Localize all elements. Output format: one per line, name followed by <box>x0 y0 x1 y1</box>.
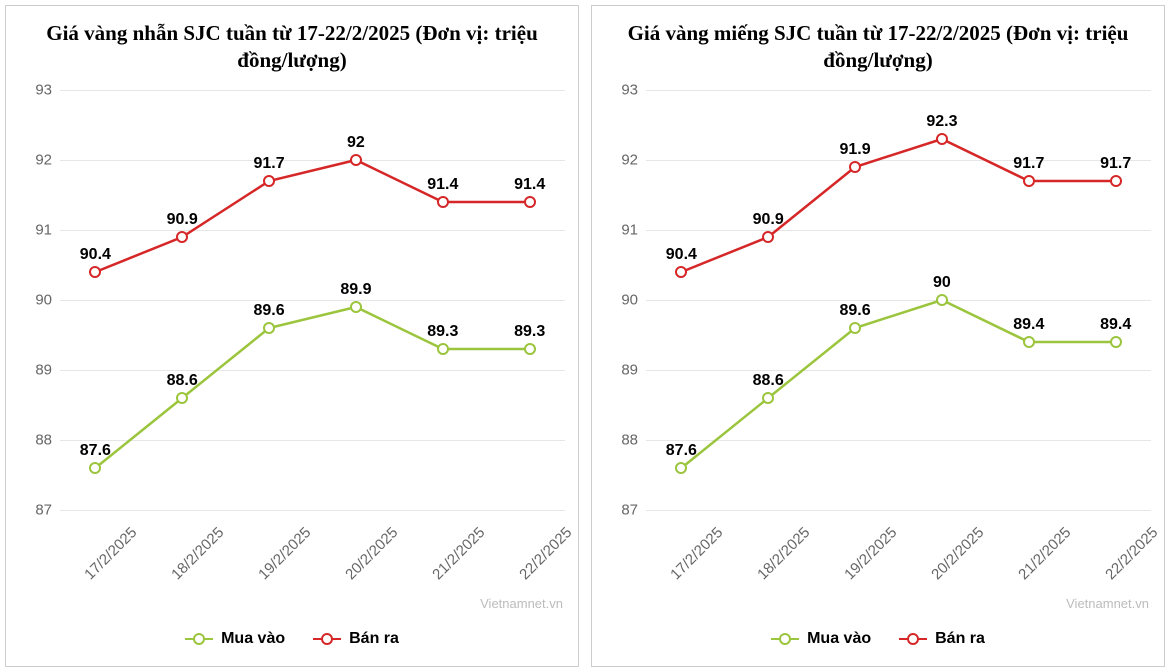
marker-sell <box>936 133 948 145</box>
legend-item-buy: Mua vào <box>185 630 285 648</box>
y-axis-label: 92 <box>35 152 52 169</box>
series-line-buy <box>681 300 1115 468</box>
chart-panel-1: Giá vàng miếng SJC tuần từ 17-22/2/2025 … <box>585 0 1170 672</box>
marker-sell <box>263 175 275 187</box>
y-axis-label: 92 <box>621 152 638 169</box>
lines-svg <box>646 90 1151 510</box>
marker-sell <box>437 196 449 208</box>
chart-panel-0: Giá vàng nhẫn SJC tuần từ 17-22/2/2025 (… <box>0 0 585 672</box>
marker-buy <box>1110 336 1122 348</box>
y-axis-label: 89 <box>621 362 638 379</box>
marker-buy <box>263 322 275 334</box>
plot-area: 8788899091929317/2/202518/2/202519/2/202… <box>646 90 1151 510</box>
x-axis-label: 21/2/2025 <box>1015 524 1074 583</box>
y-axis-label: 88 <box>621 432 638 449</box>
data-label: 90.4 <box>80 246 111 264</box>
data-label: 90.9 <box>167 211 198 229</box>
chart-title: Giá vàng nhẫn SJC tuần từ 17-22/2/2025 (… <box>6 20 578 75</box>
marker-sell <box>849 161 861 173</box>
x-axis-label: 19/2/2025 <box>255 524 314 583</box>
legend-label: Bán ra <box>935 630 985 648</box>
legend-swatch-buy <box>771 638 799 641</box>
panel-border: Giá vàng nhẫn SJC tuần từ 17-22/2/2025 (… <box>5 5 579 667</box>
data-label: 89.9 <box>340 281 371 299</box>
legend-label: Mua vào <box>221 630 285 648</box>
marker-buy <box>849 322 861 334</box>
marker-sell <box>350 154 362 166</box>
series-line-sell <box>95 160 529 272</box>
chart-title: Giá vàng miếng SJC tuần từ 17-22/2/2025 … <box>592 20 1164 75</box>
data-label: 91.7 <box>1013 155 1044 173</box>
x-axis-label: 22/2/2025 <box>1102 524 1161 583</box>
x-axis-label: 21/2/2025 <box>429 524 488 583</box>
data-label: 88.6 <box>753 372 784 390</box>
x-axis-label: 22/2/2025 <box>516 524 575 583</box>
data-label: 92 <box>347 134 365 152</box>
y-axis-label: 90 <box>35 292 52 309</box>
data-label: 92.3 <box>926 113 957 131</box>
legend-label: Bán ra <box>349 630 399 648</box>
data-label: 89.4 <box>1100 316 1131 334</box>
marker-sell <box>524 196 536 208</box>
marker-buy <box>936 294 948 306</box>
legend-swatch-buy <box>185 638 213 641</box>
data-label: 89.4 <box>1013 316 1044 334</box>
legend: Mua vào Bán ra <box>6 627 578 648</box>
legend-item-sell: Bán ra <box>899 630 985 648</box>
panel-border: Giá vàng miếng SJC tuần từ 17-22/2/2025 … <box>591 5 1165 667</box>
marker-buy <box>1023 336 1035 348</box>
data-label: 91.7 <box>1100 155 1131 173</box>
x-axis-label: 20/2/2025 <box>342 524 401 583</box>
x-axis-label: 20/2/2025 <box>928 524 987 583</box>
data-label: 87.6 <box>80 442 111 460</box>
series-line-buy <box>95 307 529 468</box>
y-axis-label: 93 <box>621 82 638 99</box>
data-label: 90 <box>933 274 951 292</box>
data-label: 88.6 <box>167 372 198 390</box>
lines-svg <box>60 90 565 510</box>
data-label: 87.6 <box>666 442 697 460</box>
legend-swatch-sell <box>899 638 927 641</box>
gridline <box>60 510 565 511</box>
x-axis-label: 17/2/2025 <box>668 524 727 583</box>
attribution: Vietnamnet.vn <box>480 596 563 611</box>
x-axis-label: 17/2/2025 <box>82 524 141 583</box>
y-axis-label: 87 <box>35 502 52 519</box>
data-label: 89.3 <box>427 323 458 341</box>
x-axis-label: 18/2/2025 <box>168 524 227 583</box>
data-label: 90.4 <box>666 246 697 264</box>
data-label: 89.3 <box>514 323 545 341</box>
y-axis-label: 88 <box>35 432 52 449</box>
data-label: 90.9 <box>753 211 784 229</box>
y-axis-label: 90 <box>621 292 638 309</box>
legend: Mua vào Bán ra <box>592 627 1164 648</box>
series-line-sell <box>681 139 1115 272</box>
x-axis-label: 19/2/2025 <box>841 524 900 583</box>
data-label: 91.4 <box>514 176 545 194</box>
plot-area: 8788899091929317/2/202518/2/202519/2/202… <box>60 90 565 510</box>
marker-buy <box>524 343 536 355</box>
y-axis-label: 91 <box>35 222 52 239</box>
attribution: Vietnamnet.vn <box>1066 596 1149 611</box>
y-axis-label: 89 <box>35 362 52 379</box>
marker-sell <box>1110 175 1122 187</box>
marker-buy <box>437 343 449 355</box>
y-axis-label: 93 <box>35 82 52 99</box>
data-label: 91.4 <box>427 176 458 194</box>
data-label: 91.7 <box>253 155 284 173</box>
marker-sell <box>1023 175 1035 187</box>
y-axis-label: 87 <box>621 502 638 519</box>
legend-item-buy: Mua vào <box>771 630 871 648</box>
data-label: 89.6 <box>253 302 284 320</box>
legend-item-sell: Bán ra <box>313 630 399 648</box>
marker-buy <box>350 301 362 313</box>
y-axis-label: 91 <box>621 222 638 239</box>
legend-label: Mua vào <box>807 630 871 648</box>
data-label: 89.6 <box>839 302 870 320</box>
data-label: 91.9 <box>839 141 870 159</box>
legend-swatch-sell <box>313 638 341 641</box>
x-axis-label: 18/2/2025 <box>754 524 813 583</box>
gridline <box>646 510 1151 511</box>
